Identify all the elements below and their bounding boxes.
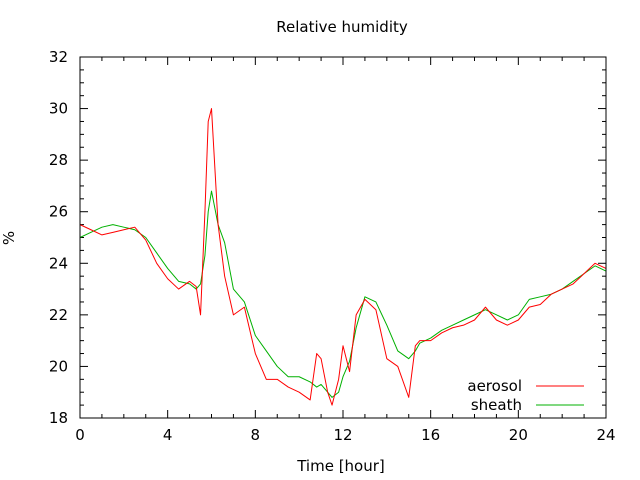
legend-label-sheath: sheath (471, 396, 522, 414)
y-tick-label: 30 (49, 100, 68, 118)
y-tick-label: 18 (49, 409, 68, 427)
y-tick-label: 20 (49, 357, 68, 375)
x-tick-label: 16 (421, 426, 440, 444)
x-tick-label: 20 (509, 426, 528, 444)
y-tick-label: 22 (49, 306, 68, 324)
x-tick-label: 4 (163, 426, 173, 444)
y-tick-label: 28 (49, 151, 68, 169)
series-group (79, 108, 607, 406)
x-tick-label: 12 (333, 426, 352, 444)
series-line-sheath (79, 190, 607, 398)
x-tick-label: 24 (596, 426, 615, 444)
x-axis: 0 4 8 12 16 20 24 (75, 57, 616, 444)
chart-title: Relative humidity (276, 18, 408, 36)
y-tick-label: 32 (49, 48, 68, 66)
y-tick-label: 26 (49, 203, 68, 221)
y-tick-label: 24 (49, 254, 68, 272)
x-axis-label: Time [hour] (296, 457, 385, 475)
legend-label-aerosol: aerosol (467, 377, 522, 395)
plot-frame (79, 56, 607, 419)
y-axis-label: % (0, 231, 18, 245)
y-axis: 18 20 22 24 26 28 30 32 (49, 48, 606, 427)
series-line-aerosol (79, 108, 607, 406)
x-tick-label: 8 (251, 426, 261, 444)
x-tick-label: 0 (75, 426, 85, 444)
